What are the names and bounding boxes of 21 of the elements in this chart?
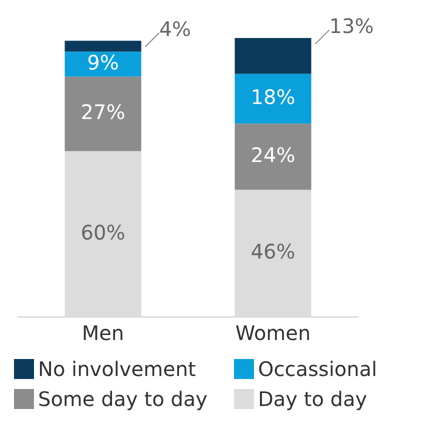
- bar: [234, 190, 312, 317]
- data-label: 4%: [159, 16, 191, 41]
- x-tick-label: Men: [82, 321, 124, 346]
- bar: [234, 124, 312, 190]
- data-label: 46%: [250, 240, 296, 264]
- bar: [234, 38, 312, 74]
- legend-label: Day to day: [258, 387, 368, 411]
- bar: [64, 40, 142, 52]
- data-label: 27%: [80, 100, 126, 124]
- bar: [234, 74, 312, 124]
- legend-label: Occassional: [258, 357, 378, 381]
- bar: [64, 151, 142, 317]
- data-label: 13%: [329, 14, 374, 38]
- data-label: 18%: [250, 84, 296, 109]
- x-tick-label: Women: [235, 321, 311, 346]
- legend-label: Some day to day: [38, 387, 208, 411]
- legend-label: No involvement: [38, 357, 196, 381]
- data-label: 9%: [87, 50, 119, 74]
- bar: [64, 76, 142, 152]
- data-label: 60%: [80, 220, 126, 244]
- data-label: 24%: [250, 142, 296, 167]
